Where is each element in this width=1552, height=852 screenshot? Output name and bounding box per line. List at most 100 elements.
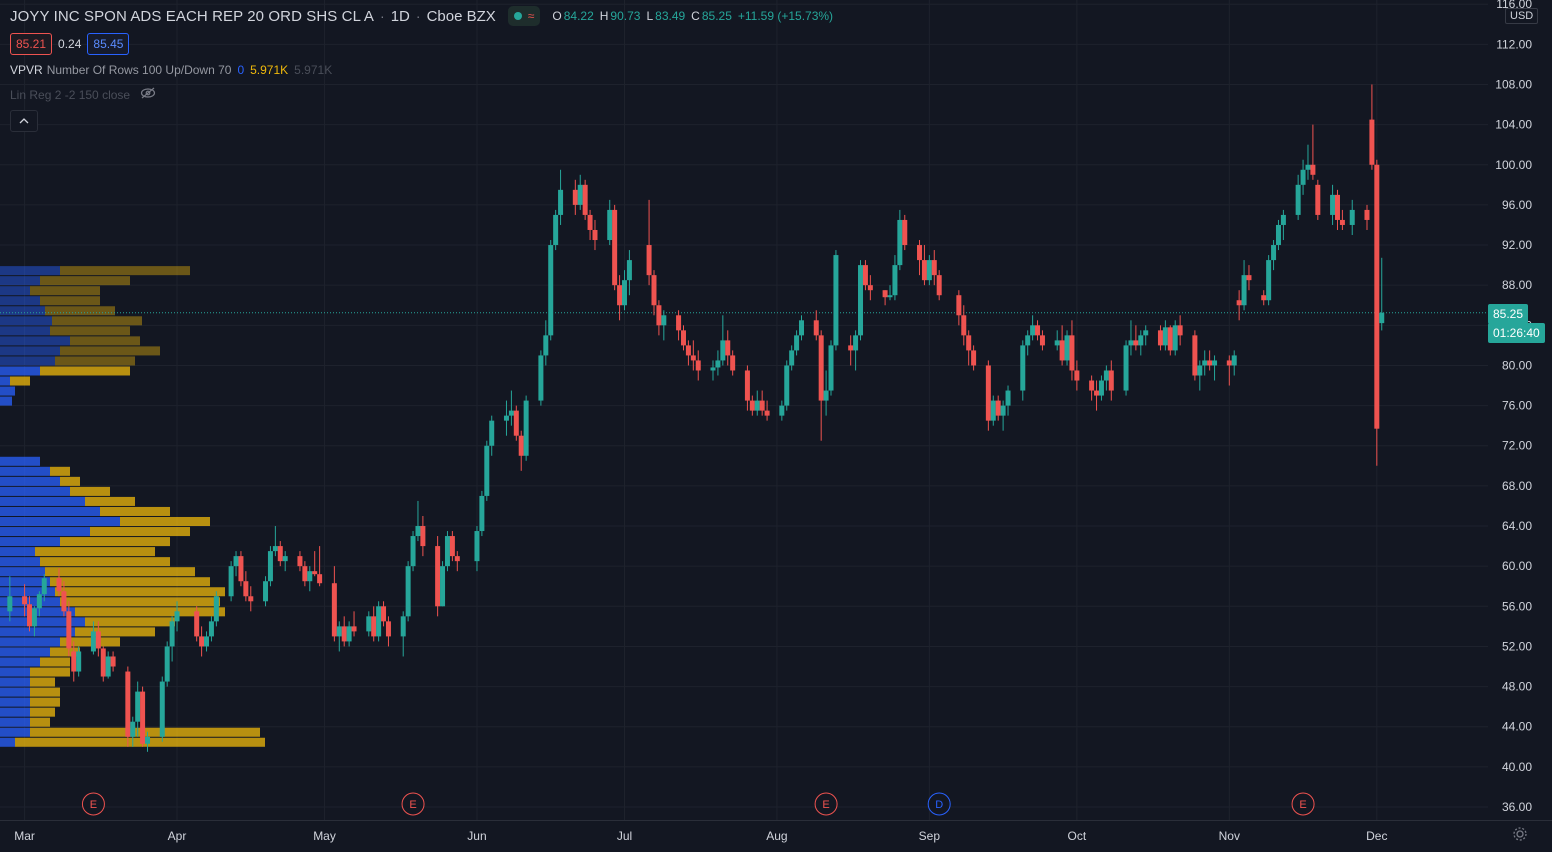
candle-body: [592, 229, 598, 241]
candle-body: [110, 656, 116, 667]
volume-profile-bar-up: [0, 336, 70, 346]
earnings-marker[interactable]: E: [814, 792, 838, 816]
candle-body: [926, 260, 932, 281]
candle-body: [194, 611, 200, 637]
candle-body: [95, 631, 101, 649]
ask-price-button[interactable]: 85.45: [87, 33, 130, 55]
gear-icon[interactable]: [1512, 826, 1528, 847]
candle-body: [282, 556, 288, 562]
candle-body: [1369, 119, 1375, 165]
candle-body: [199, 636, 205, 647]
symbol-legend[interactable]: JOYY INC SPON ADS EACH REP 20 ORD SHS CL…: [10, 6, 833, 26]
candle-body: [749, 400, 755, 411]
volume-profile-bar-down: [45, 567, 195, 577]
price-axis[interactable]: 36.00 40.00 44.00 48.00 52.00 56.00 60.00 64.00…: [1495, 0, 1532, 814]
candle-body: [1177, 325, 1183, 336]
vpvr-legend[interactable]: VPVR Number Of Rows 100 Up/Down 70 0 5.9…: [10, 63, 332, 77]
price-tick-label: 68.00: [1502, 479, 1532, 493]
bid-price-button[interactable]: 85.21: [10, 33, 53, 55]
time-tick-label: May: [313, 829, 336, 843]
earnings-marker[interactable]: E: [1291, 792, 1315, 816]
candle-body: [966, 335, 972, 351]
interval-label[interactable]: 1D: [390, 7, 410, 25]
volume-profile-bar-up: [0, 647, 50, 657]
candle-body: [858, 265, 864, 336]
earnings-marker[interactable]: E: [81, 792, 105, 816]
volume-profile-bar-up: [0, 316, 52, 326]
eye-off-icon[interactable]: [140, 87, 156, 102]
candle-body: [435, 546, 441, 607]
candle-body: [400, 616, 406, 637]
candle-body: [410, 536, 416, 567]
price-tick-label: 92.00: [1502, 238, 1532, 252]
volume-profile-bar-down: [60, 597, 220, 607]
candle-body: [1103, 370, 1109, 381]
candle-body: [1310, 164, 1316, 175]
candle-body: [1059, 340, 1065, 361]
time-axis[interactable]: Mar Apr May Jun Jul Aug Sep Oct Nov Dec: [0, 820, 1552, 844]
candle-body: [1339, 219, 1345, 225]
event-marker-circle: [1291, 792, 1315, 816]
time-tick-label: Sep: [919, 829, 941, 843]
price-tick-label: 108.00: [1495, 77, 1532, 91]
candle-body: [479, 495, 485, 532]
volume-profile-bar-up: [0, 737, 15, 747]
candle-body: [1157, 330, 1163, 346]
exchange-label[interactable]: Cboe BZX: [426, 7, 496, 25]
candle-body: [7, 596, 13, 612]
vpvr-name[interactable]: VPVR: [10, 63, 43, 77]
candle-body: [420, 526, 426, 547]
volume-profile-bar-down: [60, 346, 160, 356]
candle-body: [971, 350, 977, 366]
vpvr-up-value: 0: [237, 63, 245, 77]
price-tick-label: 52.00: [1502, 639, 1532, 653]
earnings-marker[interactable]: E: [401, 792, 425, 816]
price-tick-label: 40.00: [1502, 760, 1532, 774]
candle-body: [1315, 184, 1321, 215]
candle-body: [1202, 360, 1208, 366]
candle-body: [1305, 164, 1311, 170]
volume-profile-bar-up: [0, 697, 30, 707]
candle-body: [366, 616, 372, 632]
low-value: 83.49: [655, 9, 686, 23]
candle-body: [100, 648, 106, 677]
volume-profile-bar-down: [40, 557, 170, 567]
candle-body: [715, 360, 721, 368]
candle-body: [553, 214, 559, 246]
candle-body: [331, 583, 337, 637]
candle-body: [1212, 360, 1218, 366]
candle-body: [484, 445, 490, 496]
open-key: O: [552, 9, 562, 23]
price-tick-label: 116.00: [1496, 0, 1532, 11]
volume-profile-bar-up: [0, 456, 40, 466]
candle-body: [145, 736, 151, 744]
linreg-name[interactable]: Lin Reg 2 -2 150 close: [10, 87, 131, 102]
grid-lines: [0, 0, 1488, 820]
market-status-pill[interactable]: ≈: [507, 6, 541, 26]
candle-body: [725, 340, 731, 356]
volume-profile-bar-up: [0, 326, 50, 336]
price-tick-label: 56.00: [1502, 599, 1532, 613]
candle-body: [799, 320, 805, 336]
currency-label[interactable]: USD: [1505, 8, 1539, 24]
candle-body: [828, 345, 834, 391]
candle-body: [1266, 260, 1272, 301]
linreg-legend[interactable]: Lin Reg 2 -2 150 close: [10, 87, 156, 102]
dividend-marker[interactable]: D: [927, 792, 951, 816]
separator-dot: ·: [415, 8, 421, 24]
collapse-legend-button[interactable]: [10, 110, 38, 132]
price-tick-label: 72.00: [1502, 439, 1532, 453]
event-marker-label: E: [1299, 799, 1306, 811]
candle-body: [415, 526, 421, 537]
symbol-title[interactable]: JOYY INC SPON ADS EACH REP 20 ORD SHS CL…: [10, 7, 375, 25]
vpvr-params: Number Of Rows 100 Up/Down 70: [46, 63, 232, 77]
candle-body: [159, 681, 165, 737]
candle-body: [744, 370, 750, 401]
candle-body: [66, 611, 72, 649]
candle-body: [1172, 325, 1178, 351]
volume-profile-bar-down: [60, 637, 120, 647]
candle-body: [651, 275, 657, 306]
volume-profile-bar-down: [70, 486, 110, 496]
